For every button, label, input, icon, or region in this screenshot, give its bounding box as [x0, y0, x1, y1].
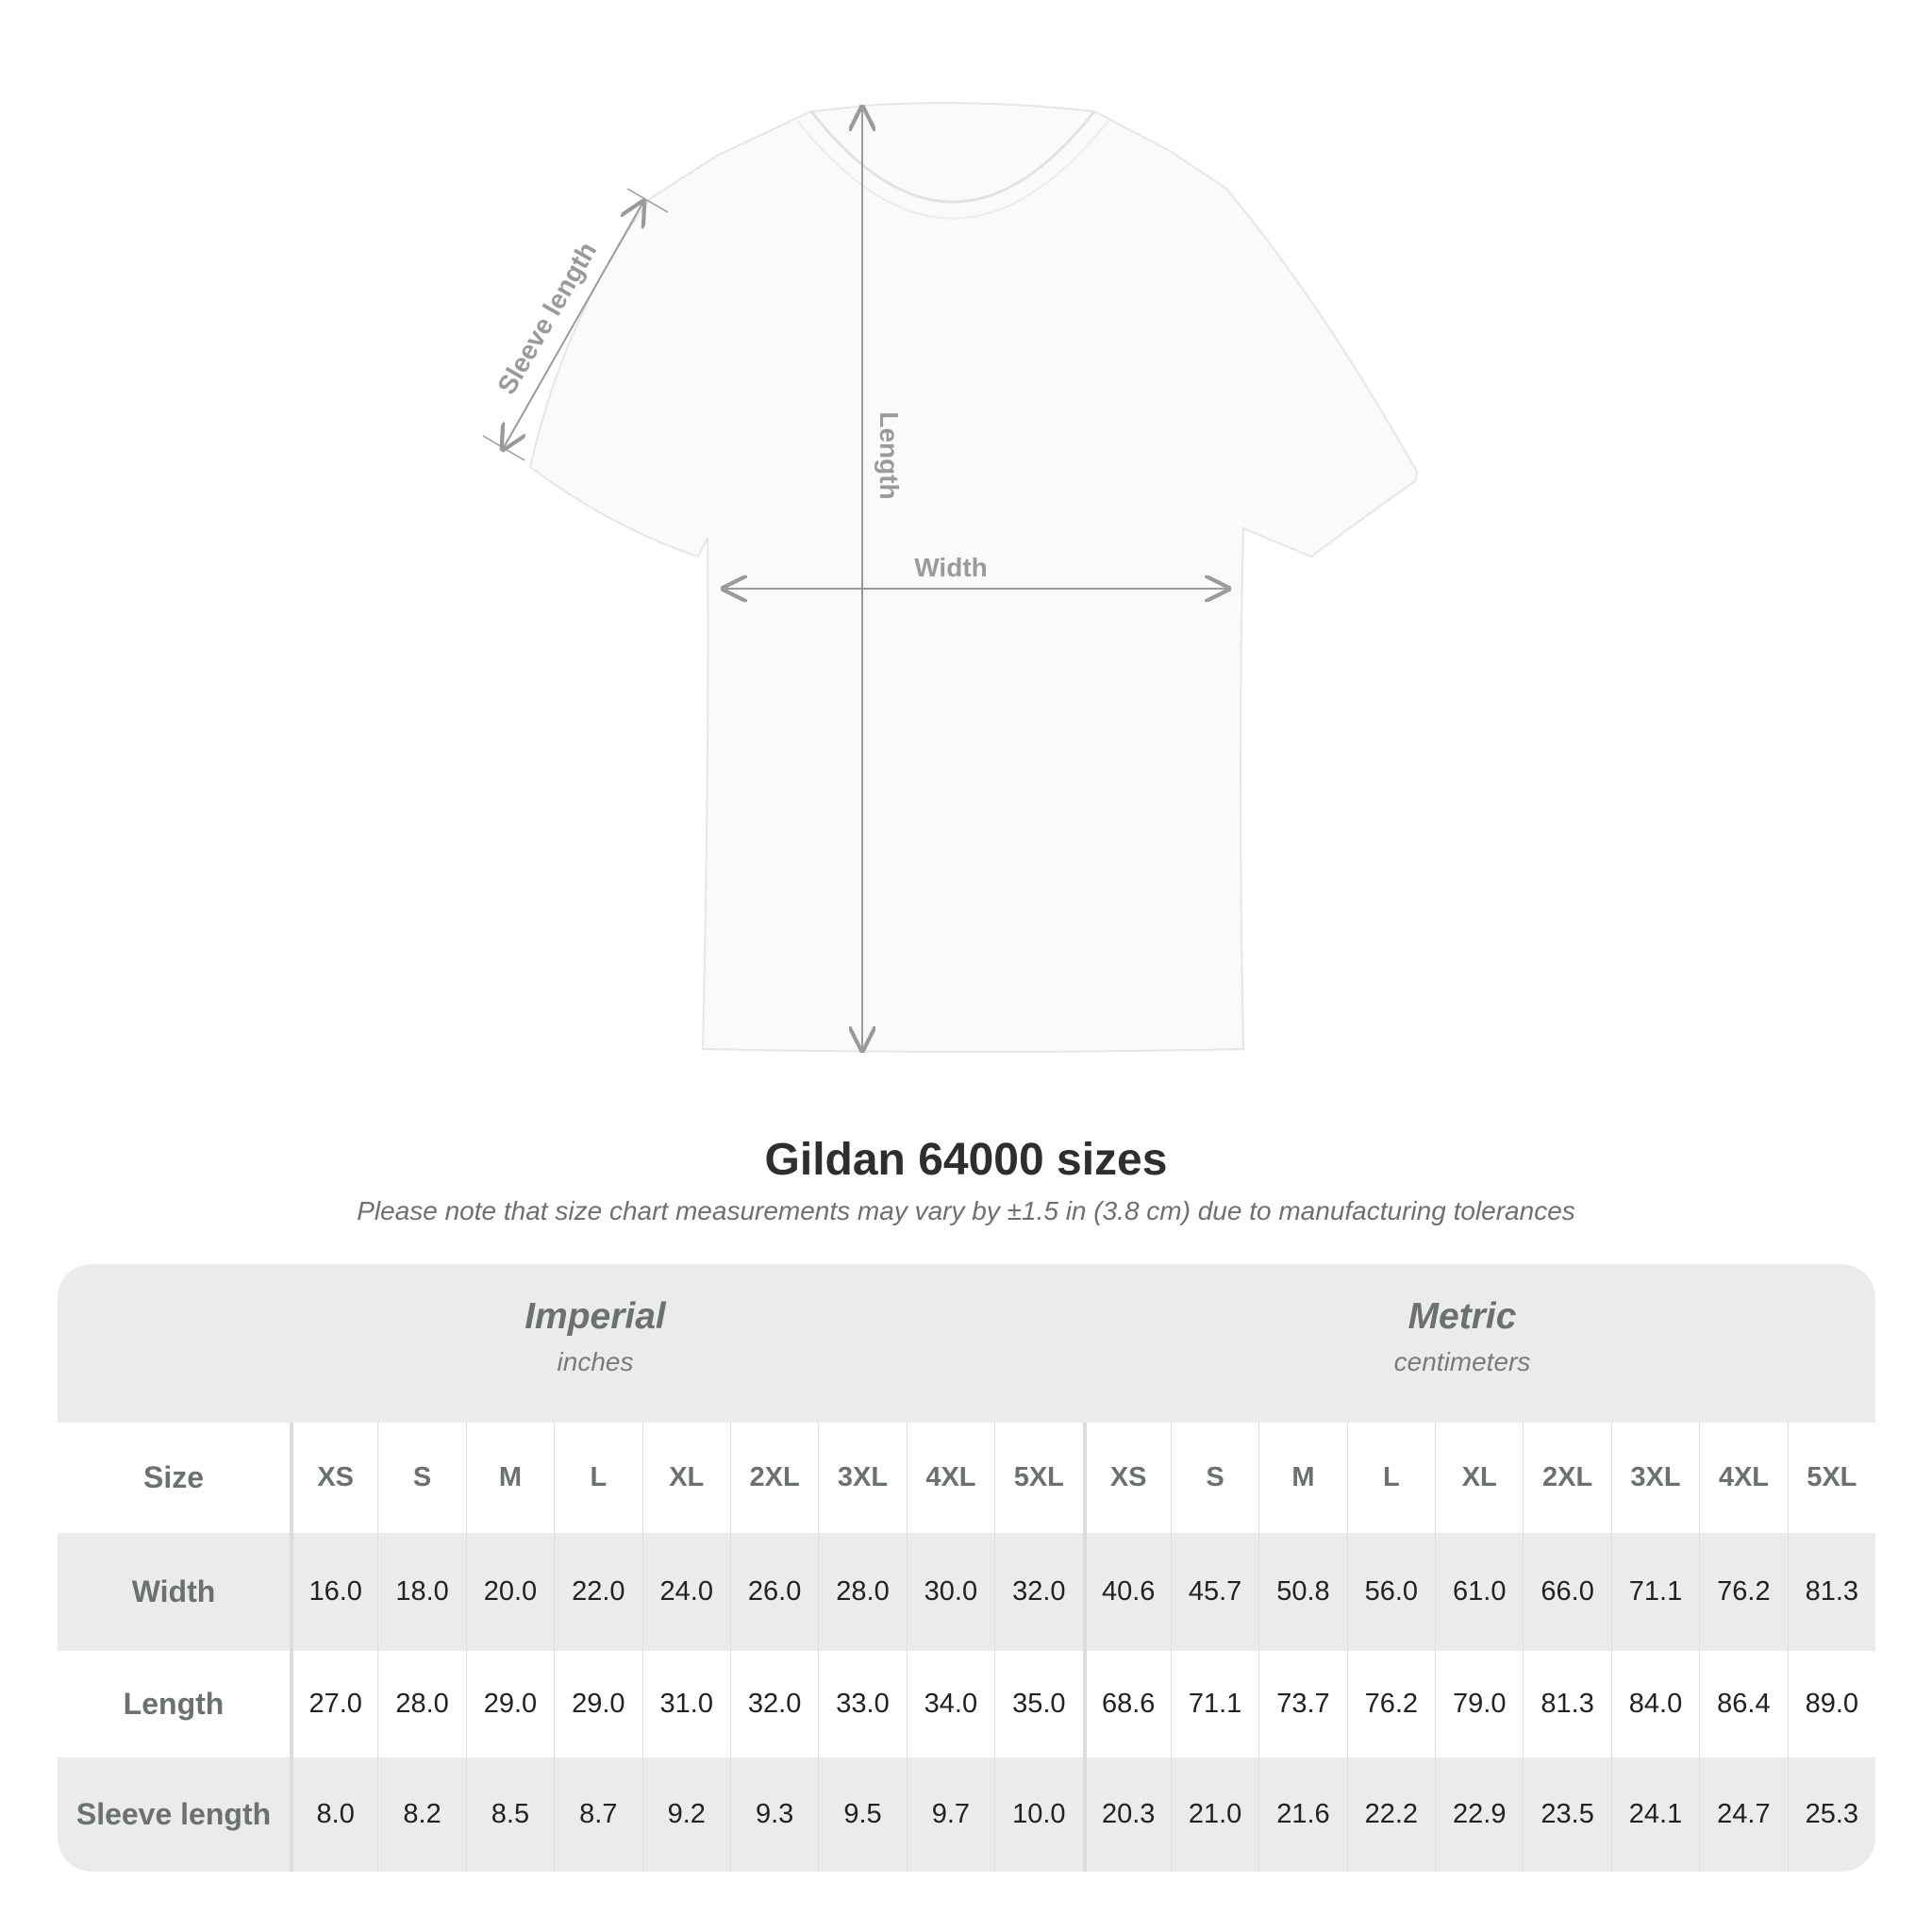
size-table: Imperial inches Metric centimeters Size X… [58, 1264, 1875, 1872]
imperial-value-cell: 35.0 [994, 1651, 1082, 1757]
metric-value-cell: 76.2 [1346, 1651, 1435, 1757]
metric-value-cell: 40.6 [1082, 1533, 1171, 1651]
metric-title: Metric [1407, 1296, 1517, 1337]
imperial-value-cell: 33.0 [818, 1651, 906, 1757]
metric-value-cell: 71.1 [1170, 1651, 1258, 1757]
imperial-size-header: 5XL [994, 1423, 1082, 1533]
metric-value-cell: 22.2 [1346, 1757, 1435, 1872]
imperial-value-cell: 24.0 [641, 1533, 730, 1651]
metric-value-cell: 84.0 [1610, 1651, 1699, 1757]
metric-value-cell: 86.4 [1699, 1651, 1787, 1757]
imperial-value-cell: 8.7 [554, 1757, 641, 1872]
tshirt-diagram: Width Length Sleeve length [482, 102, 1419, 1053]
table-row: Width 16.0 18.0 20.0 22.0 24.0 26.0 28.0 30.0 32.… [58, 1533, 1875, 1651]
imperial-size-header: L [554, 1423, 641, 1533]
tolerance-note: Please note that size chart measurements… [357, 1196, 1575, 1225]
metric-value-cell: 81.3 [1523, 1651, 1610, 1757]
imperial-value-cell: 8.2 [377, 1757, 465, 1872]
imperial-value-cell: 9.3 [729, 1757, 818, 1872]
metric-size-header: M [1258, 1423, 1346, 1533]
row-label: Width [131, 1574, 216, 1608]
imperial-value-cell: 30.0 [906, 1533, 994, 1651]
imperial-value-cell: 26.0 [729, 1533, 818, 1651]
size-header-row: Size XS XS S S M M L L XL XL 2XL 2XL 3XL 3XL 4XL 4XL 5XL 5… [58, 1423, 1875, 1533]
metric-size-header: XS [1082, 1423, 1171, 1533]
metric-value-cell: 61.0 [1435, 1533, 1523, 1651]
imperial-size-header: M [465, 1423, 554, 1533]
metric-value-cell: 68.6 [1082, 1651, 1171, 1757]
imperial-value-cell: 9.2 [641, 1757, 730, 1872]
metric-value-cell: 21.6 [1258, 1757, 1346, 1872]
table-header-band [58, 1264, 1875, 1423]
imperial-value-cell: 28.0 [377, 1651, 465, 1757]
metric-unit: centimeters [1393, 1347, 1531, 1376]
metric-value-cell: 45.7 [1170, 1533, 1258, 1651]
metric-value-cell: 20.3 [1082, 1757, 1171, 1872]
imperial-title: Imperial [525, 1296, 666, 1337]
metric-value-cell: 50.8 [1258, 1533, 1346, 1651]
imperial-size-header: 2XL [729, 1423, 818, 1533]
imperial-value-cell: 9.7 [906, 1757, 994, 1872]
metric-value-cell: 24.1 [1610, 1757, 1699, 1872]
table-row: Sleeve length 8.0 8.2 8.5 8.7 9.2 9.3 9.5 9.7 10.… [58, 1757, 1875, 1872]
metric-value-cell: 89.0 [1787, 1651, 1875, 1757]
imperial-value-cell: 29.0 [554, 1651, 641, 1757]
metric-value-cell: 22.9 [1435, 1757, 1523, 1872]
size-row-label: Size [142, 1460, 205, 1494]
imperial-value-cell: 34.0 [906, 1651, 994, 1757]
imperial-size-header: S [377, 1423, 465, 1533]
imperial-value-cell: 28.0 [818, 1533, 906, 1651]
metric-size-header: 4XL [1699, 1423, 1787, 1533]
imperial-size-header: 3XL [818, 1423, 906, 1533]
imperial-value-cell: 27.0 [290, 1651, 377, 1757]
imperial-unit: inches [557, 1347, 634, 1376]
imperial-value-cell: 32.0 [729, 1651, 818, 1757]
metric-value-cell: 81.3 [1787, 1533, 1875, 1651]
metric-size-header: 3XL [1610, 1423, 1699, 1533]
imperial-size-header: 4XL [906, 1423, 994, 1533]
metric-size-header: 2XL [1523, 1423, 1610, 1533]
metric-value-cell: 71.1 [1610, 1533, 1699, 1651]
metric-size-header: XL [1435, 1423, 1523, 1533]
imperial-size-header: XL [641, 1423, 730, 1533]
metric-value-cell: 23.5 [1523, 1757, 1610, 1872]
imperial-value-cell: 20.0 [465, 1533, 554, 1651]
row-label: Sleeve length [75, 1797, 272, 1831]
metric-value-cell: 76.2 [1699, 1533, 1787, 1651]
metric-group-header: Metric centimeters [1132, 1296, 1792, 1377]
imperial-size-header: XS [290, 1423, 377, 1533]
imperial-value-cell: 9.5 [818, 1757, 906, 1872]
sleeve-arrow [503, 202, 643, 449]
metric-value-cell: 66.0 [1523, 1533, 1610, 1651]
imperial-value-cell: 10.0 [994, 1757, 1082, 1872]
metric-value-cell: 25.3 [1787, 1757, 1875, 1872]
metric-size-header: S [1170, 1423, 1258, 1533]
imperial-value-cell: 31.0 [641, 1651, 730, 1757]
metric-value-cell: 73.7 [1258, 1651, 1346, 1757]
imperial-value-cell: 16.0 [290, 1533, 377, 1651]
metric-value-cell: 24.7 [1699, 1757, 1787, 1872]
metric-value-cell: 56.0 [1346, 1533, 1435, 1651]
table-row: Length 27.0 28.0 29.0 29.0 31.0 32.0 33.0 34.0 35… [58, 1651, 1875, 1757]
length-label: Length [874, 411, 904, 499]
imperial-value-cell: 18.0 [377, 1533, 465, 1651]
metric-value-cell: 79.0 [1435, 1651, 1523, 1757]
imperial-value-cell: 8.5 [465, 1757, 554, 1872]
imperial-value-cell: 29.0 [465, 1651, 554, 1757]
imperial-value-cell: 22.0 [554, 1533, 641, 1651]
imperial-value-cell: 8.0 [290, 1757, 377, 1872]
row-label: Length [123, 1687, 225, 1721]
page-title: Gildan 64000 sizes [764, 1135, 1168, 1185]
metric-value-cell: 21.0 [1170, 1757, 1258, 1872]
width-label: Width [914, 553, 988, 582]
imperial-group-header: Imperial inches [265, 1296, 925, 1377]
metric-size-header: 5XL [1787, 1423, 1875, 1533]
metric-size-header: L [1346, 1423, 1435, 1533]
imperial-value-cell: 32.0 [994, 1533, 1082, 1651]
